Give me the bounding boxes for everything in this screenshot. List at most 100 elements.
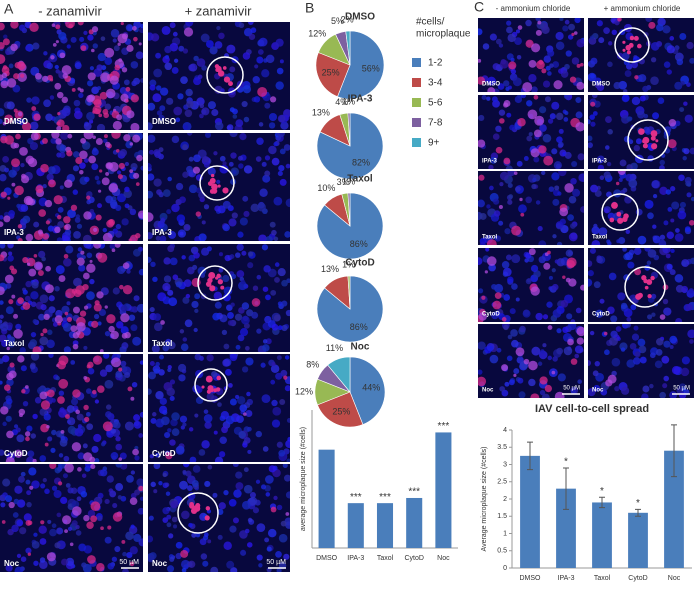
nucleus	[647, 249, 657, 258]
infected-cell	[217, 184, 221, 188]
infected-cell	[566, 259, 575, 269]
nucleus	[229, 133, 238, 138]
microplaque-circle	[624, 266, 666, 308]
infected-cell	[547, 250, 551, 255]
nucleus	[162, 282, 171, 292]
nucleus	[167, 565, 175, 572]
nucleus	[102, 227, 107, 233]
nucleus	[531, 86, 538, 92]
infected-cell	[32, 458, 37, 462]
nucleus	[48, 295, 55, 302]
nucleus	[503, 80, 510, 87]
nucleus	[647, 314, 653, 320]
nucleus	[564, 19, 570, 25]
nucleus	[626, 116, 633, 122]
nucleus	[193, 252, 200, 259]
nucleus	[150, 417, 157, 424]
nucleus	[255, 156, 262, 162]
nucleus	[150, 481, 156, 488]
nucleus	[524, 258, 529, 263]
nucleus	[284, 385, 290, 392]
nucleus	[157, 292, 167, 302]
infected-cell	[98, 189, 102, 193]
infected-cell	[117, 42, 121, 46]
nucleus	[131, 381, 138, 388]
nucleus	[192, 465, 201, 473]
infected-cell	[0, 406, 9, 415]
nucleus	[8, 210, 16, 217]
image-label: DMSO	[152, 117, 176, 126]
image-label: IPA-3	[482, 159, 498, 165]
nucleus	[620, 386, 630, 395]
nucleus	[682, 155, 687, 161]
y-tick-label: 2	[503, 496, 507, 503]
infected-cell	[637, 43, 642, 49]
data-label: 1%	[342, 259, 355, 269]
nucleus	[243, 165, 253, 174]
legend-swatch	[412, 98, 421, 107]
nucleus	[60, 133, 69, 140]
nucleus	[28, 467, 37, 476]
nucleus	[107, 562, 115, 570]
nucleus	[258, 563, 263, 568]
nucleus	[531, 346, 541, 356]
nucleus	[124, 161, 130, 167]
nucleus	[553, 161, 562, 169]
nucleus	[159, 354, 164, 360]
infected-cell	[105, 88, 116, 99]
nucleus	[551, 283, 559, 291]
nucleus	[29, 141, 39, 151]
infected-cell	[97, 252, 108, 263]
infected-cell	[53, 195, 63, 205]
nucleus	[278, 533, 288, 543]
nucleus	[632, 357, 641, 365]
nucleus	[257, 49, 264, 55]
nucleus	[39, 455, 47, 462]
nucleus	[167, 341, 176, 350]
nucleus	[284, 231, 290, 238]
nucleus	[119, 452, 127, 460]
infected-cell	[61, 96, 69, 104]
nucleus	[241, 315, 250, 325]
pie-slice	[349, 356, 386, 425]
nucleus	[38, 525, 47, 534]
infected-cell	[576, 326, 584, 337]
panel-label: A	[4, 1, 14, 17]
nucleus	[115, 370, 123, 378]
infected-cell	[4, 274, 14, 284]
infected-cell	[643, 278, 648, 284]
infected-cell	[655, 139, 659, 143]
nucleus	[523, 156, 529, 161]
x-tick-label: DMSO	[520, 575, 542, 582]
nucleus	[86, 423, 94, 431]
nucleus	[166, 522, 172, 528]
nucleus	[113, 45, 120, 52]
nucleus	[171, 135, 180, 144]
nucleus	[167, 367, 172, 373]
pie-slice	[315, 52, 351, 98]
nucleus	[175, 117, 181, 123]
nucleus	[214, 205, 221, 212]
infected-cell	[486, 239, 497, 245]
nucleus	[213, 291, 223, 301]
nucleus	[226, 44, 236, 54]
nucleus	[544, 96, 551, 103]
y-tick-label: 1.5	[497, 513, 507, 520]
nucleus	[194, 413, 199, 418]
nucleus	[520, 95, 526, 99]
nucleus	[222, 359, 231, 367]
infected-cell	[9, 265, 15, 271]
infected-cell	[478, 312, 487, 321]
infected-cell	[106, 314, 116, 324]
nucleus	[52, 321, 59, 327]
image-label: Noc	[152, 559, 168, 568]
nucleus	[182, 171, 189, 178]
infected-cell	[0, 286, 5, 296]
nucleus	[499, 59, 509, 69]
nucleus	[271, 399, 278, 407]
nucleus	[227, 311, 234, 319]
nucleus	[162, 517, 169, 523]
nucleus	[511, 283, 518, 290]
infected-cell	[99, 349, 104, 352]
infected-cell	[283, 375, 288, 380]
